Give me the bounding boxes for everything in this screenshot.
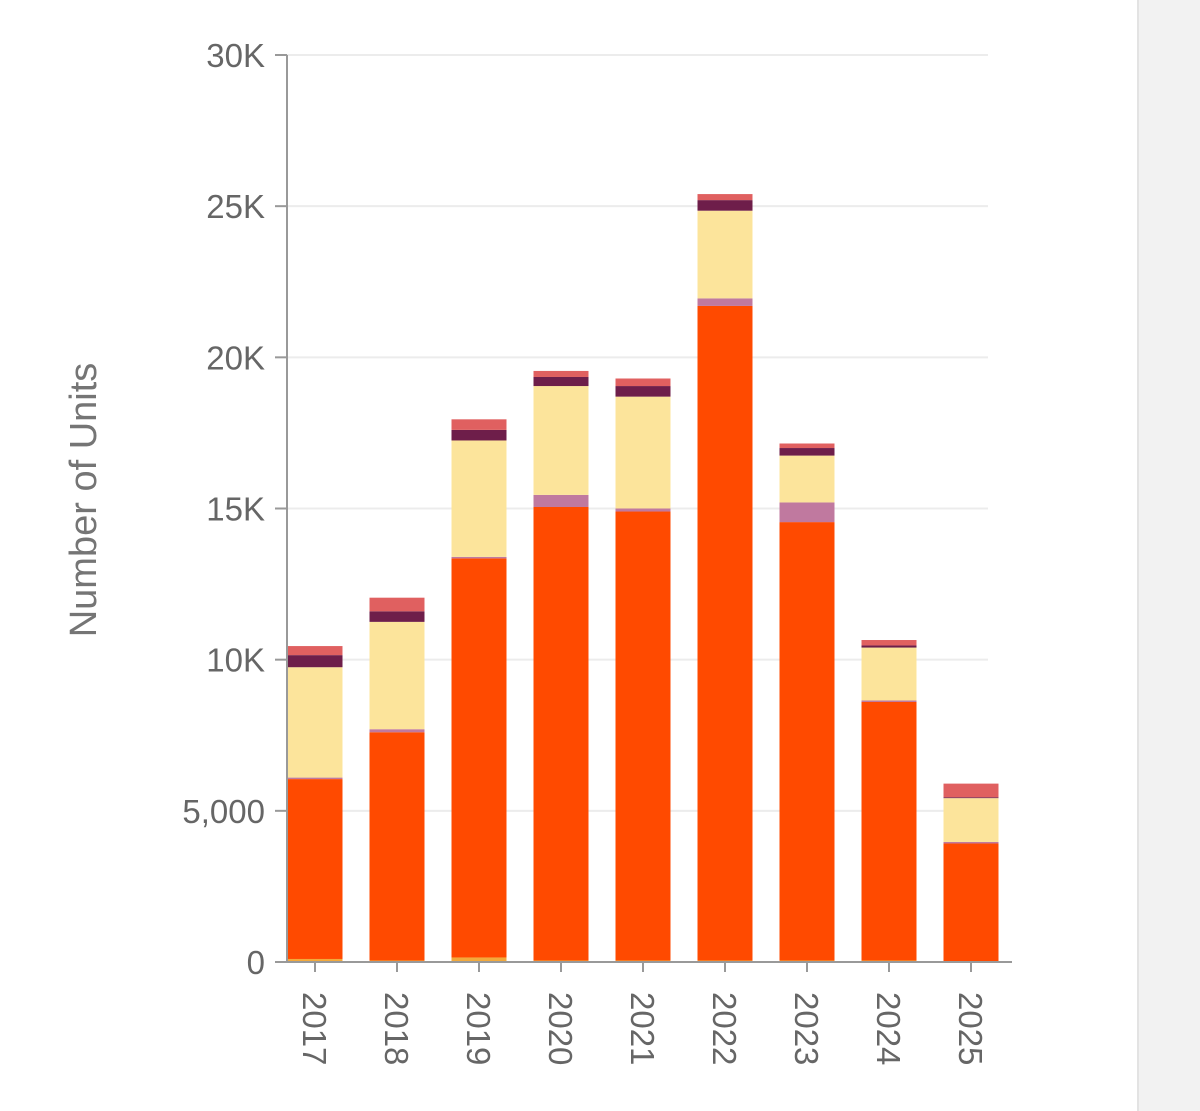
bar-2023-segment-3 <box>779 502 835 523</box>
bar-2023-segment-4 <box>779 455 835 503</box>
bar-2017-segment-6 <box>287 646 343 656</box>
bar-2020-segment-2 <box>533 506 589 961</box>
bar-2018-segment-3 <box>369 729 425 733</box>
y-tick-label: 10K <box>206 642 265 679</box>
bar-2019-segment-1 <box>451 957 507 962</box>
x-tick-label: 2023 <box>788 992 825 1065</box>
x-tick-label: 2020 <box>542 992 579 1065</box>
bars <box>287 194 999 962</box>
y-tick-label: 0 <box>247 944 265 981</box>
bar-2024-segment-4 <box>861 647 917 701</box>
bar-2022-segment-2 <box>697 305 753 961</box>
x-tick-label: 2024 <box>870 992 907 1065</box>
bar-2017-segment-1 <box>287 958 343 962</box>
y-axis-ticks: 0 5,000 10K 15K 20K 25K 30K <box>182 37 287 981</box>
bar-2021-segment-6 <box>615 378 671 387</box>
bar-2024-segment-6 <box>861 640 917 646</box>
bar-2018-segment-2 <box>369 732 425 961</box>
x-tick-label: 2021 <box>624 992 661 1065</box>
bar-2025-segment-6 <box>943 783 999 798</box>
bar-2017-segment-5 <box>287 655 343 668</box>
x-tick-label: 2017 <box>296 992 333 1065</box>
bar-2022-segment-4 <box>697 210 753 299</box>
x-tick-label: 2025 <box>952 992 989 1065</box>
bar-2019-segment-5 <box>451 429 507 441</box>
x-tick-label: 2022 <box>706 992 743 1065</box>
bar-2025-segment-5 <box>943 797 999 799</box>
x-axis-ticks: 2017 2018 2019 2020 2021 2022 2023 2024 2025 <box>296 962 989 1065</box>
bar-2021-segment-2 <box>615 511 671 961</box>
bar-2021-segment-3 <box>615 508 671 512</box>
bar-2024-segment-2 <box>861 701 917 961</box>
y-tick-label: 5,000 <box>182 793 265 830</box>
bar-2025-segment-3 <box>943 841 999 844</box>
bar-2019-segment-4 <box>451 440 507 557</box>
bar-2020-segment-6 <box>533 370 589 377</box>
x-tick-label: 2018 <box>378 992 415 1065</box>
bar-2024-segment-3 <box>861 700 917 702</box>
bar-2019-segment-2 <box>451 558 507 958</box>
bar-2025-segment-4 <box>943 798 999 842</box>
side-scroll-panel[interactable] <box>1137 0 1200 1111</box>
y-tick-label: 30K <box>206 37 265 74</box>
bar-2020-segment-5 <box>533 376 589 387</box>
x-tick-label: 2019 <box>460 992 497 1065</box>
bar-2025-segment-2 <box>943 843 999 962</box>
bar-2023-segment-6 <box>779 443 835 449</box>
bar-2021-segment-4 <box>615 396 671 509</box>
bar-2023-segment-5 <box>779 448 835 456</box>
bar-2018-segment-5 <box>369 611 425 622</box>
bar-2017-segment-2 <box>287 779 343 959</box>
bar-2023-segment-2 <box>779 522 835 961</box>
y-tick-label: 25K <box>206 188 265 225</box>
y-tick-label: 20K <box>206 339 265 376</box>
bar-2017-segment-3 <box>287 777 343 780</box>
bar-2022-segment-6 <box>697 194 753 201</box>
bar-2022-segment-3 <box>697 298 753 306</box>
bar-2018-segment-6 <box>369 597 425 612</box>
y-tick-label: 15K <box>206 491 265 528</box>
bar-2024-segment-5 <box>861 645 917 648</box>
bar-2021-segment-5 <box>615 386 671 397</box>
y-axis-title: Number of Units <box>63 363 105 638</box>
bar-2019-segment-6 <box>451 419 507 430</box>
bar-2022-segment-5 <box>697 200 753 211</box>
bar-2020-segment-3 <box>533 494 589 507</box>
bar-2019-segment-3 <box>451 556 507 559</box>
bar-2020-segment-4 <box>533 386 589 495</box>
bar-2017-segment-4 <box>287 667 343 778</box>
bar-2018-segment-4 <box>369 621 425 730</box>
